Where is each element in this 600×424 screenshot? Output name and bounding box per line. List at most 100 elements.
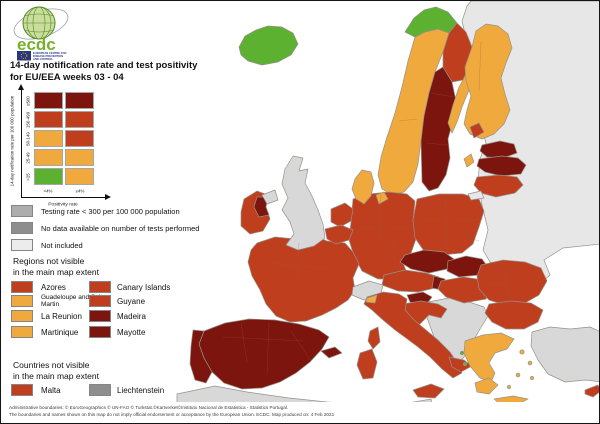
countries-legend-title-line1: Countries not visible [13, 360, 90, 370]
map-cyprus [584, 384, 599, 398]
svg-text:EUROPEAN CENTRE FOR: EUROPEAN CENTRE FOR [33, 51, 67, 55]
legend-label: Testing rate < 300 per 100 000 populatio… [41, 207, 180, 216]
map-title-line2: for EU/EEA weeks 03 - 04 [10, 71, 124, 83]
logo-org-name: EUROPEAN CENTRE FOR DISEASE PREVENTION A… [33, 51, 67, 61]
map-aegean-island [507, 385, 511, 389]
legend-label: Liechtenstein [117, 386, 165, 395]
map-aosta [365, 294, 378, 304]
ecdc-logo: ecdc EUROPEAN CENTRE FOR DISEASE PREVENT… [13, 6, 69, 61]
matrix-col-label: ≥4% [75, 188, 85, 194]
legend-swatch [11, 281, 33, 293]
regions-legend-title: Regions not visible in the main map exte… [13, 256, 99, 278]
eu-flag-icon [17, 51, 31, 61]
globe-gridlines [23, 6, 55, 40]
regions-legend-title-line1: Regions not visible [13, 256, 85, 266]
map-bulgaria [484, 300, 544, 330]
legend-swatch [11, 326, 33, 338]
internal-region-boundaries [222, 40, 546, 376]
eu-flag-stars [20, 52, 28, 59]
matrix-cell [34, 168, 63, 185]
legend-label: Madeira [117, 312, 146, 321]
matrix-row-label: ≥500 [25, 96, 31, 106]
map-belgium [324, 224, 354, 245]
map-kaliningrad [467, 190, 485, 201]
legend-label: Azores [41, 283, 66, 292]
legend-swatch [89, 295, 111, 307]
countries-legend-title-line2: in the main map extent [13, 371, 99, 381]
matrix-cell [65, 92, 94, 109]
matrix-row-label: 25-49 [25, 152, 31, 164]
map-sardinia [356, 348, 378, 380]
matrix-cell [34, 149, 63, 166]
map-estonia [479, 140, 518, 159]
legend-swatch [11, 295, 33, 307]
map-lithuania [473, 174, 524, 198]
matrix-row-label: 150-499 [25, 111, 31, 129]
map-aegean-island [515, 372, 521, 378]
y-axis-arrow-icon [18, 84, 24, 90]
map-sicily [412, 383, 445, 399]
map-ionian-island [462, 361, 468, 367]
map-portugal [189, 329, 213, 384]
map-title-line1: 14-day notification rate and test positi… [10, 60, 198, 71]
svg-text:DISEASE PREVENTION: DISEASE PREVENTION [33, 54, 63, 58]
matrix-cell [65, 130, 94, 147]
matrix-cell [34, 92, 63, 109]
x-axis-line [21, 197, 106, 198]
legend-label: La Reunion [41, 312, 82, 321]
footer-line1: Administrative boundaries: © EuroGeograp… [9, 405, 289, 411]
legend-swatch [89, 326, 111, 338]
matrix-cell [34, 111, 63, 128]
map-austria [381, 269, 440, 293]
matrix-cell [65, 168, 94, 185]
map-gotland [463, 153, 475, 168]
map-northern-ireland [261, 189, 279, 205]
legend-label: Mayotte [117, 328, 146, 337]
matrix-cell [34, 130, 63, 147]
legend-label: Canary Islands [117, 283, 171, 292]
y-axis-line [21, 89, 22, 197]
map-finland [463, 23, 513, 140]
legend-label: Martinique [41, 328, 79, 337]
legend-label: Guadeloupe and Saint Martin [41, 294, 106, 308]
legend-swatch [11, 239, 33, 251]
map-turkey [530, 326, 599, 383]
legend-swatch [11, 205, 33, 217]
matrix-col-label: <4% [43, 188, 53, 194]
matrix-y-axis-label: 14-day notification rate per 100 000 pop… [9, 95, 15, 187]
map-italy-heel [448, 356, 473, 373]
map-netherlands [330, 202, 354, 228]
map-peloponnese [474, 377, 499, 395]
map-finland-southwest [469, 122, 485, 139]
map-spain [198, 318, 330, 390]
map-balearic-islands [320, 346, 343, 359]
footer-line2: The boundaries and names shown on this m… [9, 412, 335, 418]
footer: Administrative boundaries: © EuroGeograp… [1, 402, 599, 423]
legend-swatch [89, 384, 111, 396]
map-italy [363, 291, 463, 379]
map-corsica [367, 326, 381, 350]
matrix-legend-grid [34, 92, 94, 185]
legend-swatch [11, 384, 33, 396]
map-united-kingdom [281, 155, 326, 251]
map-title: 14-day notification rate and test positi… [10, 60, 197, 83]
countries-legend-title: Countries not visible in the main map ex… [13, 360, 99, 382]
legend-swatch [89, 281, 111, 293]
map-denmark [351, 169, 375, 205]
x-axis-arrow-icon [105, 194, 111, 200]
legend-label: Not included [41, 241, 83, 250]
map-romania [476, 259, 548, 306]
map-denmark-islands [375, 191, 389, 205]
matrix-row-label: <25 [25, 173, 31, 181]
legend-swatch [11, 310, 33, 322]
map-greece [463, 332, 515, 383]
map-aegean-island [530, 376, 534, 380]
map-iceland [238, 25, 299, 66]
matrix-x-axis-label: Positivity rate [48, 201, 78, 207]
legend-swatch [89, 310, 111, 322]
ecdc-wordmark: ecdc [17, 35, 56, 54]
matrix-cell [65, 149, 94, 166]
matrix-cell [65, 111, 94, 128]
